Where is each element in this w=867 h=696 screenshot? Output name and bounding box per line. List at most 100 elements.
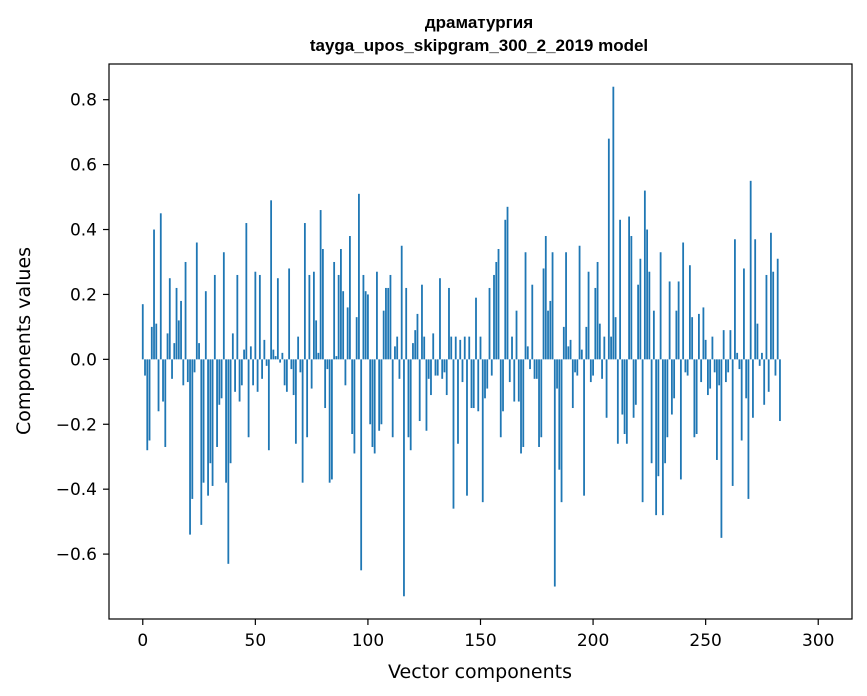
bar [380, 359, 383, 425]
bar [182, 359, 185, 386]
bar [450, 336, 453, 360]
bar [648, 271, 651, 360]
bar [661, 359, 664, 516]
bar [515, 310, 518, 360]
bar [398, 359, 401, 379]
bar [607, 138, 610, 360]
bar [477, 359, 480, 412]
bar [249, 346, 252, 360]
bar [752, 359, 754, 418]
bar [427, 359, 430, 379]
bar [479, 336, 482, 360]
bar [270, 200, 273, 360]
bar [421, 284, 423, 360]
bar [562, 326, 565, 360]
bar [628, 216, 630, 360]
bar [162, 359, 164, 402]
bar [763, 359, 766, 405]
bar [668, 281, 671, 360]
bar [335, 356, 338, 360]
bar [704, 339, 707, 360]
bar [349, 236, 351, 360]
bar [177, 320, 180, 360]
bar [454, 336, 457, 360]
bar [686, 359, 689, 376]
bar [396, 336, 399, 360]
bar [148, 359, 151, 441]
bar [578, 245, 581, 360]
bar [407, 359, 410, 438]
bar [643, 190, 646, 360]
bar [612, 86, 615, 360]
bar [459, 339, 462, 360]
bar [362, 274, 365, 360]
bar [632, 359, 635, 418]
bar [290, 359, 293, 370]
bar [164, 359, 167, 447]
bar [657, 359, 660, 477]
bar [610, 336, 612, 360]
bar [639, 258, 642, 360]
bar [664, 359, 667, 464]
bar [522, 359, 525, 447]
bar [740, 359, 743, 441]
bar [770, 232, 772, 360]
bar [542, 268, 545, 360]
x-tick-label: 50 [245, 631, 267, 651]
y-tick-label: −0.4 [56, 480, 97, 500]
bar [340, 249, 342, 360]
bar [722, 330, 725, 360]
y-axis-ticks: −0.6 −0.4 −0.2 0.0 0.2 0.4 0.6 0.8 [56, 91, 109, 565]
bar [202, 359, 205, 483]
bar [567, 346, 570, 360]
bar [506, 206, 509, 360]
bar [283, 359, 286, 386]
bar [441, 359, 444, 379]
bar [565, 252, 567, 360]
x-axis-ticks: 0 50 100 150 200 250 300 [137, 619, 834, 651]
bar [412, 343, 414, 360]
x-axis-label: Vector components [388, 661, 572, 683]
bar [272, 349, 275, 360]
bar [423, 336, 426, 360]
bar [513, 359, 516, 402]
bar [695, 359, 698, 434]
plot-frame [108, 63, 853, 620]
bar [173, 343, 176, 360]
y-tick-label: 0.4 [70, 221, 97, 241]
x-tick-label: 100 [352, 631, 384, 651]
bar [306, 359, 309, 438]
bar [670, 359, 673, 415]
bar [171, 359, 173, 379]
bar [364, 291, 367, 360]
bar [630, 236, 633, 360]
bar [673, 359, 676, 399]
bar [186, 359, 189, 383]
bar [157, 359, 160, 412]
bar [556, 359, 558, 389]
bar [508, 359, 511, 383]
bar [389, 274, 392, 360]
bar [601, 359, 603, 379]
bar [376, 271, 378, 360]
bar [709, 359, 712, 389]
bar [452, 359, 455, 509]
bar [493, 274, 495, 360]
bar [585, 326, 588, 360]
bar [535, 359, 538, 379]
bar [445, 359, 448, 396]
bar [736, 352, 739, 360]
bar [698, 313, 700, 360]
bar [569, 339, 572, 360]
bar [738, 359, 741, 370]
bar [774, 359, 777, 376]
bar [533, 359, 536, 379]
bar [691, 317, 694, 360]
bar [526, 346, 529, 360]
bar [240, 359, 243, 386]
bar [319, 210, 322, 360]
y-tick-label: −0.6 [56, 545, 97, 565]
bar [463, 336, 466, 360]
bar [358, 193, 360, 360]
